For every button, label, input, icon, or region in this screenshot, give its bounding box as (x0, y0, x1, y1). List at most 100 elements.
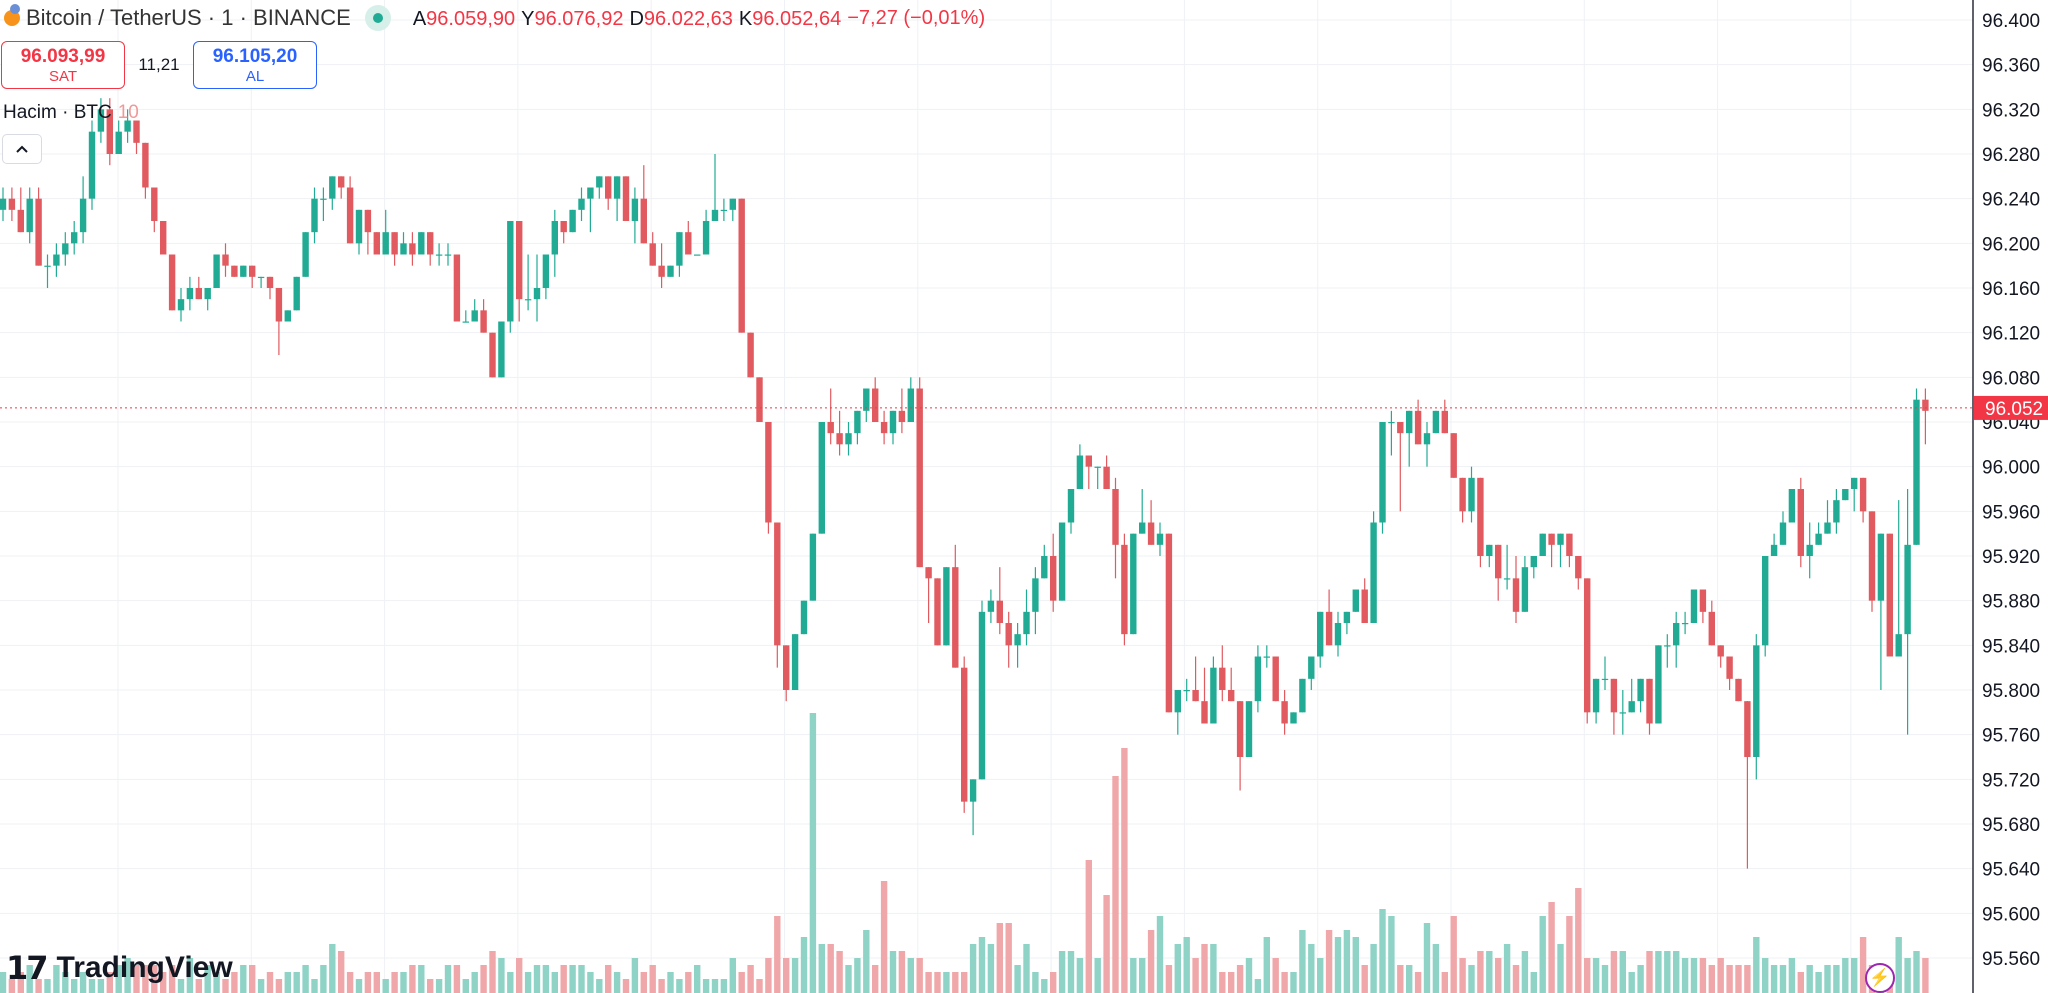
tradingview-logo[interactable]: 17 TradingView (6, 949, 233, 987)
candle-body (373, 232, 380, 255)
candle-body (1922, 399, 1929, 411)
candle (1041, 544, 1048, 579)
volume-bar (872, 965, 879, 993)
volume-bar (1432, 944, 1440, 993)
volume-bar (293, 972, 300, 993)
candle-body (391, 232, 398, 255)
candle-body (987, 600, 995, 612)
volume-bar (213, 972, 220, 993)
volume-bar (1406, 965, 1413, 993)
candle-body (186, 288, 194, 300)
volume-legend-label: Hacim · BTC (3, 102, 112, 123)
sell-button[interactable]: 96.093,99 SAT (1, 41, 125, 89)
ohlc-value: 96.076,92 (534, 8, 624, 30)
ohlc-key: A (412, 8, 427, 30)
candle-body (1085, 455, 1092, 467)
candle (1503, 544, 1511, 590)
live-status-icon (364, 5, 391, 31)
candle (818, 422, 825, 534)
volume-bar (462, 979, 469, 993)
volume-bar (204, 965, 211, 993)
volume-bar (1628, 972, 1635, 993)
volume-bar (542, 965, 550, 993)
candle-body (0, 198, 7, 210)
candle-body (177, 299, 185, 311)
candle-body (418, 232, 425, 255)
price-tick-label: 96.120 (1982, 324, 2040, 345)
candle-body (916, 388, 923, 568)
candle (1708, 600, 1715, 646)
candle (355, 209, 363, 255)
ohlc-key: Y (521, 8, 535, 30)
candle (1913, 388, 1920, 545)
volume-bar (925, 972, 932, 993)
candle (1895, 500, 1902, 657)
candle-body (1851, 477, 1858, 489)
candle (302, 232, 309, 277)
collapse-legend-button[interactable] (2, 134, 42, 164)
buy-button[interactable]: 96.105,20 AL (193, 41, 317, 89)
candle (249, 265, 256, 288)
candle-body (88, 131, 96, 199)
volume-bar (435, 979, 443, 993)
candle (1655, 645, 1662, 724)
candle-body (44, 265, 51, 267)
candlesticks (0, 98, 1929, 869)
candle-body (1076, 455, 1084, 489)
volume-bar (71, 979, 78, 993)
volume-bar (44, 979, 51, 993)
symbol-title[interactable]: Bitcoin / TetherUS · 1 · BINANCE (26, 5, 351, 30)
volume-bar (1210, 944, 1217, 993)
candle (1717, 645, 1724, 668)
candle-body (658, 265, 665, 277)
volume-bar (382, 979, 389, 993)
candle (1379, 422, 1386, 534)
volume-bar (1637, 965, 1644, 993)
candle (1539, 533, 1546, 556)
candle-body (1779, 522, 1787, 545)
candle (987, 589, 995, 623)
candle-body (400, 243, 407, 255)
candle (400, 232, 407, 255)
volume-bar (427, 979, 434, 993)
candle-body (1441, 410, 1448, 434)
candle-body (1904, 544, 1911, 635)
candle (578, 187, 585, 221)
volume-bar (1655, 951, 1662, 993)
candle (1254, 645, 1262, 713)
candle (1121, 533, 1128, 646)
candle (1566, 533, 1573, 568)
buy-price: 96.105,20 (212, 45, 298, 67)
candle (0, 187, 7, 221)
volume-legend[interactable]: Hacim · BTC 10 (3, 102, 139, 124)
candle (1156, 522, 1164, 556)
candle-body (818, 422, 825, 534)
volume-bar (551, 972, 558, 993)
volume-bar (1058, 951, 1066, 993)
candle (640, 165, 647, 244)
candle (1459, 477, 1466, 523)
volume-bar (302, 965, 309, 993)
candle-body (1414, 410, 1422, 445)
candle (694, 254, 701, 256)
candle-body (774, 522, 781, 646)
candle-body (62, 243, 69, 255)
volume-bar (1343, 930, 1351, 993)
volume-bar (1610, 951, 1618, 993)
candle (952, 544, 959, 668)
lightning-icon[interactable]: ⚡ (1865, 963, 1895, 993)
candle (435, 243, 443, 266)
ohlc-key: D (629, 8, 644, 30)
candle-body (329, 176, 336, 199)
candle-body (925, 567, 932, 579)
candle-body (765, 422, 772, 523)
candle-body (1753, 645, 1760, 757)
candle-body (1254, 656, 1262, 702)
last-price-label: 96.052 (1985, 399, 2043, 420)
candle-body (453, 254, 461, 322)
candle-body (1156, 533, 1164, 545)
candle (1904, 489, 1911, 735)
volume-bar (106, 972, 113, 993)
candle (1423, 422, 1431, 467)
